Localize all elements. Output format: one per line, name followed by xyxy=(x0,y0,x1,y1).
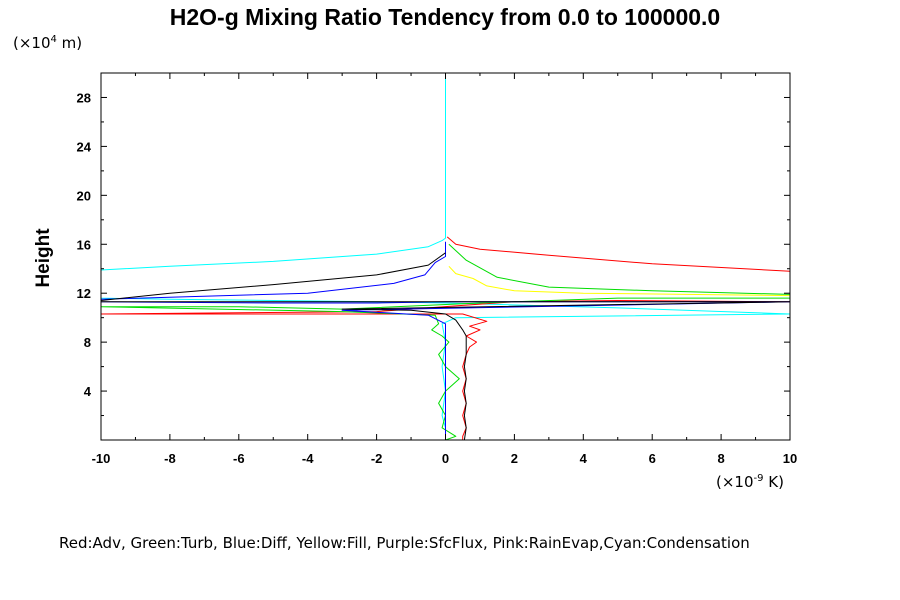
x-tick-label: -2 xyxy=(371,451,383,466)
x-tick-label: 10 xyxy=(783,451,797,466)
x-tick-label: 8 xyxy=(717,451,724,466)
chart-title: H2O-g Mixing Ratio Tendency from 0.0 to … xyxy=(170,4,720,30)
y-unit-prefix: (×10 xyxy=(13,34,51,52)
x-tick-label: -6 xyxy=(233,451,245,466)
series-line-2 xyxy=(101,243,790,440)
y-axis-unit: (×104 m) xyxy=(13,34,82,52)
x-unit-exp: -9 xyxy=(754,473,764,484)
y-unit-suffix: m) xyxy=(57,34,82,52)
series-line-3 xyxy=(101,241,790,440)
y-tick-label: 4 xyxy=(84,384,92,399)
x-tick-label: 4 xyxy=(580,451,588,466)
y-tick-label: 20 xyxy=(77,188,91,203)
series-line-1 xyxy=(101,236,790,440)
x-tick-label: 0 xyxy=(442,451,449,466)
y-axis-label: Height xyxy=(33,228,54,288)
x-unit-suffix: K) xyxy=(764,473,784,491)
series-line-5 xyxy=(101,252,790,440)
series-group xyxy=(101,74,790,440)
x-tick-label: -4 xyxy=(302,451,314,466)
x-tick-label: 6 xyxy=(649,451,656,466)
x-tick-label: 2 xyxy=(511,451,518,466)
x-tick-label: -8 xyxy=(164,451,176,466)
x-unit-prefix: (×10 xyxy=(716,473,754,491)
y-tick-label: 8 xyxy=(84,335,91,350)
y-tick-label: 12 xyxy=(77,286,91,301)
y-tick-label: 16 xyxy=(77,237,91,252)
x-tick-label: -10 xyxy=(92,451,111,466)
y-tick-label: 28 xyxy=(77,90,91,105)
y-tick-label: 24 xyxy=(77,139,92,154)
legend-text: Red:Adv, Green:Turb, Blue:Diff, Yellow:F… xyxy=(59,534,750,552)
x-axis-unit: (×10-9 K) xyxy=(716,473,784,491)
series-line-4 xyxy=(448,265,790,297)
y-unit-exp: 4 xyxy=(51,34,57,45)
